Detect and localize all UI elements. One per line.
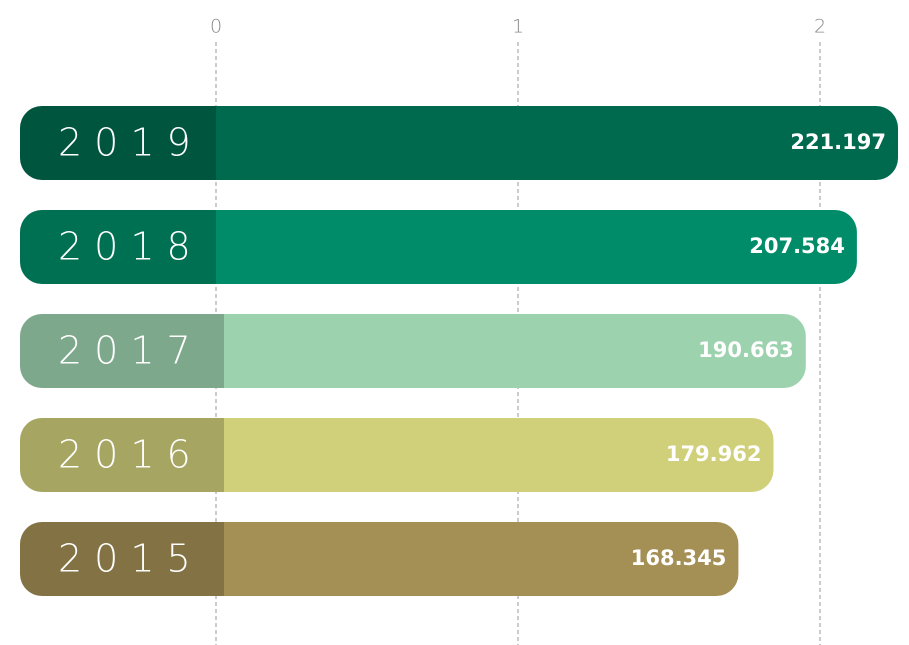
- y-tick-label: 2015: [58, 537, 203, 581]
- y-tick-label: 2019: [58, 121, 203, 165]
- year-box: [20, 210, 216, 284]
- year-box: [20, 418, 224, 492]
- x-tick-label: 1: [512, 16, 524, 38]
- bar: [216, 418, 774, 492]
- y-tick-label: 2017: [58, 329, 203, 373]
- bar: [216, 522, 739, 596]
- value-label: 207.584: [749, 234, 845, 258]
- value-label: 221.197: [790, 130, 886, 154]
- bar: [216, 314, 806, 388]
- year-box: [20, 522, 224, 596]
- bar: [216, 106, 899, 180]
- value-label: 179.962: [666, 442, 762, 466]
- x-tick-label: 0: [210, 16, 222, 38]
- value-label: 190.663: [698, 338, 794, 362]
- bar: [216, 210, 857, 284]
- year-box: [20, 314, 224, 388]
- x-tick-label: 2: [814, 16, 826, 38]
- y-tick-label: 2018: [58, 225, 203, 269]
- year-box: [20, 106, 216, 180]
- y-tick-label: 2016: [58, 433, 203, 477]
- value-label: 168.345: [631, 546, 727, 570]
